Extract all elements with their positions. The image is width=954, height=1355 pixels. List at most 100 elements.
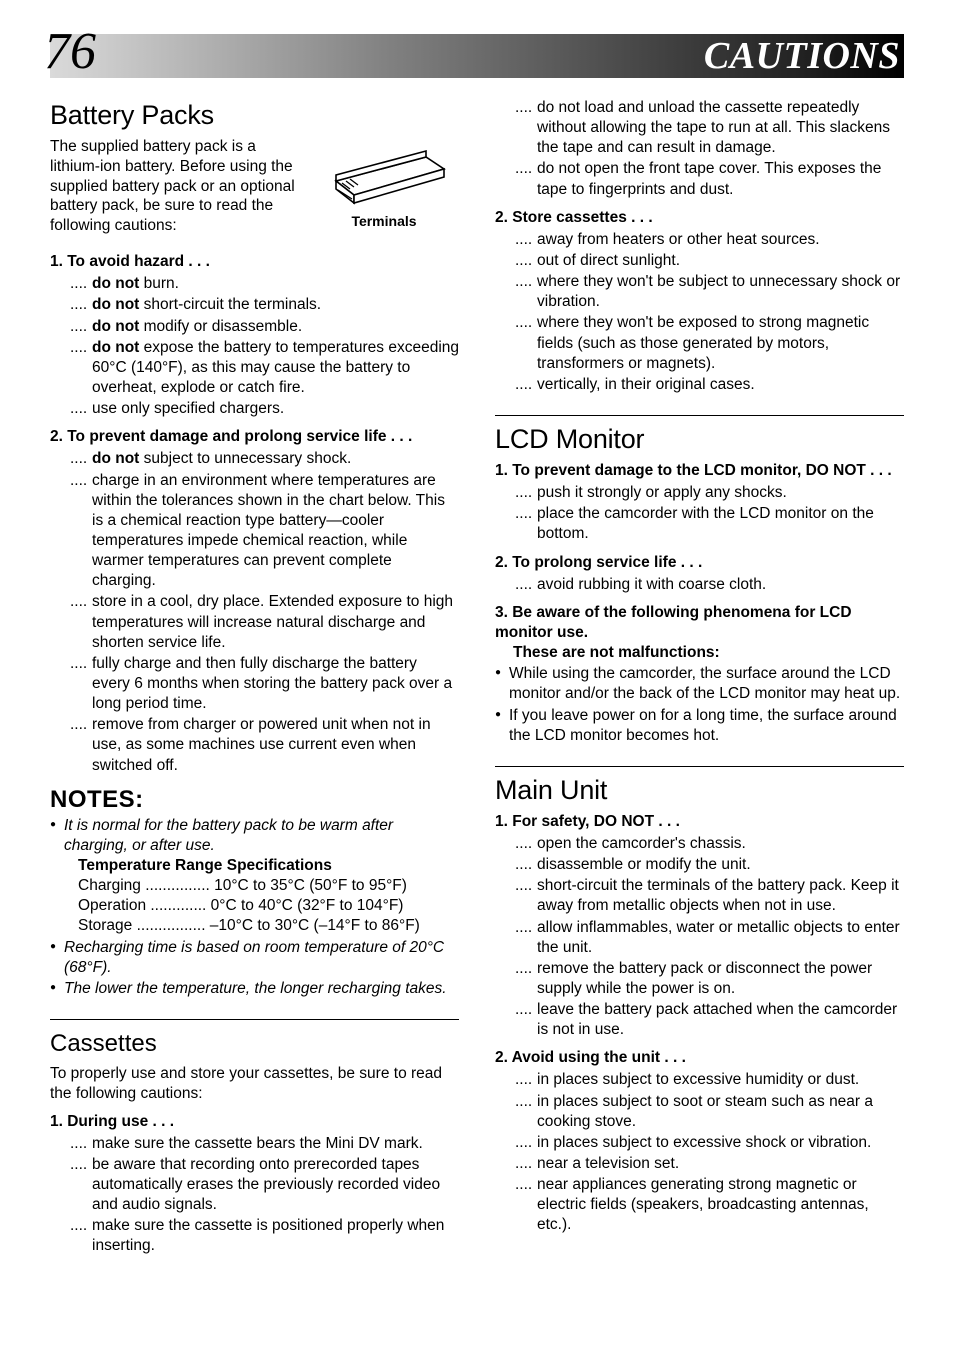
- numlist-head: 2. To prolong service life . . .: [495, 553, 904, 573]
- dots-item: be aware that recording onto prerecorded…: [50, 1155, 459, 1215]
- dots-item: disassemble or modify the unit.: [495, 855, 904, 875]
- dots-item: do not burn.: [50, 274, 459, 294]
- dots-item: do not load and unload the cassette repe…: [495, 98, 904, 158]
- dots-item: do not open the front tape cover. This e…: [495, 159, 904, 199]
- battery-pack-icon: [314, 137, 454, 209]
- numlist-head: 2. Avoid using the unit . . .: [495, 1048, 904, 1068]
- dots-item: leave the battery pack attached when the…: [495, 1000, 904, 1040]
- dots-item: near a television set.: [495, 1154, 904, 1174]
- dots-item: make sure the cassette bears the Mini DV…: [50, 1134, 459, 1154]
- tempspec-block: Temperature Range SpecificationsCharging…: [78, 856, 459, 937]
- dots-item: short-circuit the terminals of the batte…: [495, 876, 904, 916]
- columns: Battery Packs The supplied battery pack …: [50, 96, 904, 1265]
- dots-item: remove from charger or powered unit when…: [50, 715, 459, 775]
- dots-list: avoid rubbing it with coarse cloth.: [495, 575, 904, 595]
- numlist-head: 3. Be aware of the following phenomena f…: [495, 603, 904, 643]
- cassettes-title: Cassettes: [50, 1030, 459, 1058]
- dots-item: make sure the cassette is positioned pro…: [50, 1216, 459, 1256]
- dots-item: in places subject to soot or steam such …: [495, 1092, 904, 1132]
- dots-item: where they won't be exposed to strong ma…: [495, 313, 904, 373]
- dots-list: open the camcorder's chassis.disassemble…: [495, 834, 904, 1040]
- tempspec-title: Temperature Range Specifications: [78, 856, 459, 876]
- dots-item: allow inflammables, water or metallic ob…: [495, 918, 904, 958]
- dots-list: away from heaters or other heat sources.…: [495, 230, 904, 395]
- dots-item: use only specified chargers.: [50, 399, 459, 419]
- battery-illustration: Terminals: [309, 137, 459, 229]
- cassettes-cont-dots: do not load and unload the cassette repe…: [495, 98, 904, 200]
- main-unit-numlist: 1. For safety, DO NOT . . .open the camc…: [495, 812, 904, 1236]
- dots-item: in places subject to excessive shock or …: [495, 1133, 904, 1153]
- dots-item: place the camcorder with the LCD monitor…: [495, 504, 904, 544]
- notes-item: Recharging time is based on room tempera…: [50, 938, 459, 978]
- notes-heading: NOTES:: [50, 786, 459, 814]
- lcd-title: LCD Monitor: [495, 424, 904, 455]
- dots-item: charge in an environment where temperatu…: [50, 471, 459, 592]
- dots-item: do not modify or disassemble.: [50, 317, 459, 337]
- dots-item: in places subject to excessive humidity …: [495, 1070, 904, 1090]
- dots-item: open the camcorder's chassis.: [495, 834, 904, 854]
- numlist-item: 1. During use . . .make sure the cassett…: [50, 1112, 459, 1257]
- numlist-item: 3. Be aware of the following phenomena f…: [495, 603, 904, 746]
- battery-numlist: 1. To avoid hazard . . .do not burn.do n…: [50, 252, 459, 776]
- dots-item: near appliances generating strong magnet…: [495, 1175, 904, 1235]
- cassettes-numlist-right: 2. Store cassettes . . .away from heater…: [495, 208, 904, 395]
- numlist-item: 2. To prevent damage and prolong service…: [50, 427, 459, 775]
- tempspec-line: Storage ................ –10°C to 30°C (…: [78, 916, 459, 936]
- dots-item: store in a cool, dry place. Extended exp…: [50, 592, 459, 652]
- page-number: 76: [44, 26, 96, 78]
- battery-intro-row: The supplied battery pack is a lithium-i…: [50, 137, 459, 244]
- numlist-head: 1. For safety, DO NOT . . .: [495, 812, 904, 832]
- numlist-item: 1. To prevent damage to the LCD monitor,…: [495, 461, 904, 545]
- dots-list: do not subject to unnecessary shock.char…: [50, 449, 459, 775]
- numlist-item: 2. Avoid using the unit . . .in places s…: [495, 1048, 904, 1235]
- lcd-numlist: 1. To prevent damage to the LCD monitor,…: [495, 461, 904, 746]
- notes-item: It is normal for the battery pack to be …: [50, 816, 459, 937]
- cassettes-rule: Cassettes: [50, 1019, 459, 1058]
- numlist-item: 2. To prolong service life . . .avoid ru…: [495, 553, 904, 595]
- numlist-subhead: These are not malfunctions:: [513, 643, 904, 663]
- dots-item: away from heaters or other heat sources.: [495, 230, 904, 250]
- numlist-head: 1. During use . . .: [50, 1112, 459, 1132]
- dots-item: avoid rubbing it with coarse cloth.: [495, 575, 904, 595]
- dots-list: in places subject to excessive humidity …: [495, 1070, 904, 1235]
- dots-item: out of direct sunlight.: [495, 251, 904, 271]
- tempspec-line: Charging ............... 10°C to 35°C (5…: [78, 876, 459, 896]
- bullet-item: While using the camcorder, the surface a…: [495, 664, 904, 704]
- bullets: While using the camcorder, the surface a…: [495, 664, 904, 746]
- right-column: do not load and unload the cassette repe…: [495, 96, 904, 1265]
- numlist-head: 2. Store cassettes . . .: [495, 208, 904, 228]
- dots-item: fully charge and then fully discharge th…: [50, 654, 459, 714]
- lcd-rule: LCD Monitor: [495, 415, 904, 455]
- dots-item: do not short-circuit the terminals.: [50, 295, 459, 315]
- tempspec-line: Operation ............. 0°C to 40°C (32°…: [78, 896, 459, 916]
- dots-item: where they won't be subject to unnecessa…: [495, 272, 904, 312]
- numlist-head: 2. To prevent damage and prolong service…: [50, 427, 459, 447]
- page: 76 CAUTIONS Battery Packs The supplied b…: [0, 0, 954, 1305]
- dots-item: vertically, in their original cases.: [495, 375, 904, 395]
- dots-list: do not burn.do not short-circuit the ter…: [50, 274, 459, 419]
- dots-item: remove the battery pack or disconnect th…: [495, 959, 904, 999]
- dots-item: push it strongly or apply any shocks.: [495, 483, 904, 503]
- main-unit-rule: Main Unit: [495, 766, 904, 806]
- notes-item: The lower the temperature, the longer re…: [50, 979, 459, 999]
- dots-list: push it strongly or apply any shocks.pla…: [495, 483, 904, 544]
- cassettes-intro: To properly use and store your cassettes…: [50, 1064, 459, 1104]
- dots-list: make sure the cassette bears the Mini DV…: [50, 1134, 459, 1257]
- battery-intro: The supplied battery pack is a lithium-i…: [50, 137, 297, 236]
- numlist-item: 2. Store cassettes . . .away from heater…: [495, 208, 904, 395]
- dots-item: do not expose the battery to temperature…: [50, 338, 459, 398]
- numlist-head: 1. To prevent damage to the LCD monitor,…: [495, 461, 904, 481]
- terminals-label: Terminals: [309, 213, 459, 229]
- numlist-item: 1. For safety, DO NOT . . .open the camc…: [495, 812, 904, 1041]
- numlist-item: 1. To avoid hazard . . .do not burn.do n…: [50, 252, 459, 419]
- header-bar: 76 CAUTIONS: [50, 34, 904, 78]
- battery-notes: It is normal for the battery pack to be …: [50, 816, 459, 999]
- header-title: CAUTIONS: [704, 37, 900, 75]
- left-column: Battery Packs The supplied battery pack …: [50, 96, 459, 1265]
- battery-title: Battery Packs: [50, 100, 459, 131]
- bullet-item: If you leave power on for a long time, t…: [495, 706, 904, 746]
- numlist-head: 1. To avoid hazard . . .: [50, 252, 459, 272]
- cassettes-numlist: 1. During use . . .make sure the cassett…: [50, 1112, 459, 1257]
- main-unit-title: Main Unit: [495, 775, 904, 806]
- dots-item: do not subject to unnecessary shock.: [50, 449, 459, 469]
